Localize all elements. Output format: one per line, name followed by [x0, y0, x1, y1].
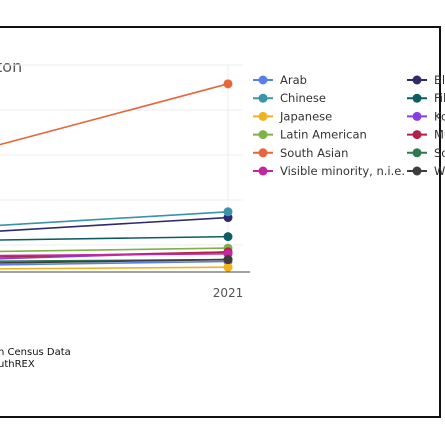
legend-item-west-asian[interactable]: We	[407, 164, 445, 178]
legend-swatch-marker	[258, 93, 268, 103]
legend-swatch-marker	[258, 148, 268, 158]
legend-swatch-marker	[258, 111, 268, 121]
data-point-japanese[interactable]	[223, 262, 233, 272]
legend-label: So	[434, 146, 445, 160]
series-line-latin-american[interactable]	[0, 247, 229, 253]
legend-swatch-marker	[412, 166, 422, 176]
legend-label: Chinese	[280, 91, 326, 105]
chart-frame	[0, 26, 441, 418]
data-point-chinese[interactable]	[223, 207, 233, 217]
legend-label: Visible minority, n.i.e.	[280, 164, 405, 178]
legend-item-arab[interactable]: Arab	[253, 73, 307, 87]
legend-item-japanese[interactable]: Japanese	[253, 109, 332, 123]
x-tick-label: 2021	[213, 286, 244, 300]
legend-swatch-marker	[258, 130, 268, 140]
legend-label: Fili	[434, 91, 445, 105]
source-line-2: uthREX	[0, 359, 35, 370]
series-lines	[0, 83, 229, 270]
legend-swatch-marker	[412, 130, 422, 140]
series-line-visible-minority-n-i-e[interactable]	[0, 253, 229, 257]
chart-title: ton	[0, 57, 22, 76]
legend-swatch-marker	[412, 75, 422, 85]
legend-label: Ko	[434, 109, 445, 123]
legend-label: We	[434, 164, 445, 178]
legend-item-latin-american[interactable]: Latin American	[253, 128, 367, 142]
data-point-south-asian[interactable]	[223, 79, 233, 89]
legend-item-visible-minority-n-i-e[interactable]: Visible minority, n.i.e.	[253, 164, 405, 178]
legend-label: Arab	[280, 73, 307, 87]
series-line-filipino[interactable]	[0, 235, 229, 241]
series-line-chinese[interactable]	[0, 210, 229, 227]
legend-item-black[interactable]: Bla	[407, 73, 445, 87]
legend-swatch-marker	[258, 75, 268, 85]
legend: Arab Chinese Japanese Latin American South A…	[253, 73, 445, 178]
data-point-west-asian[interactable]	[223, 255, 233, 265]
series-line-south-asian[interactable]	[0, 83, 229, 153]
legend-swatch-marker	[412, 148, 422, 158]
legend-item-korean[interactable]: Ko	[407, 109, 445, 123]
series-line-black[interactable]	[0, 216, 229, 233]
series-line-japanese[interactable]	[0, 266, 229, 270]
grid	[0, 64, 243, 272]
legend-swatch-marker	[412, 111, 422, 121]
series-points	[223, 79, 233, 272]
legend-label: Latin American	[280, 128, 367, 142]
legend-label: Bla	[434, 73, 445, 87]
legend-item-south-asian[interactable]: South Asian	[253, 146, 348, 160]
legend-swatch-marker	[258, 166, 268, 176]
source-line-1: n Census Data	[0, 347, 71, 358]
series-line-arab[interactable]	[0, 260, 229, 266]
legend-item-filipino[interactable]: Fili	[407, 91, 445, 105]
legend-item-chinese[interactable]: Chinese	[253, 91, 326, 105]
legend-item-southeast-asian[interactable]: So	[407, 146, 445, 160]
legend-label: Japanese	[279, 109, 332, 123]
data-point-filipino[interactable]	[223, 232, 233, 242]
legend-label: Mu	[434, 128, 445, 142]
legend-label: South Asian	[280, 146, 348, 160]
legend-item-multiple-visible-minorities[interactable]: Mu	[407, 128, 445, 142]
series-line-west-asian[interactable]	[0, 258, 229, 264]
legend-swatch-marker	[412, 93, 422, 103]
